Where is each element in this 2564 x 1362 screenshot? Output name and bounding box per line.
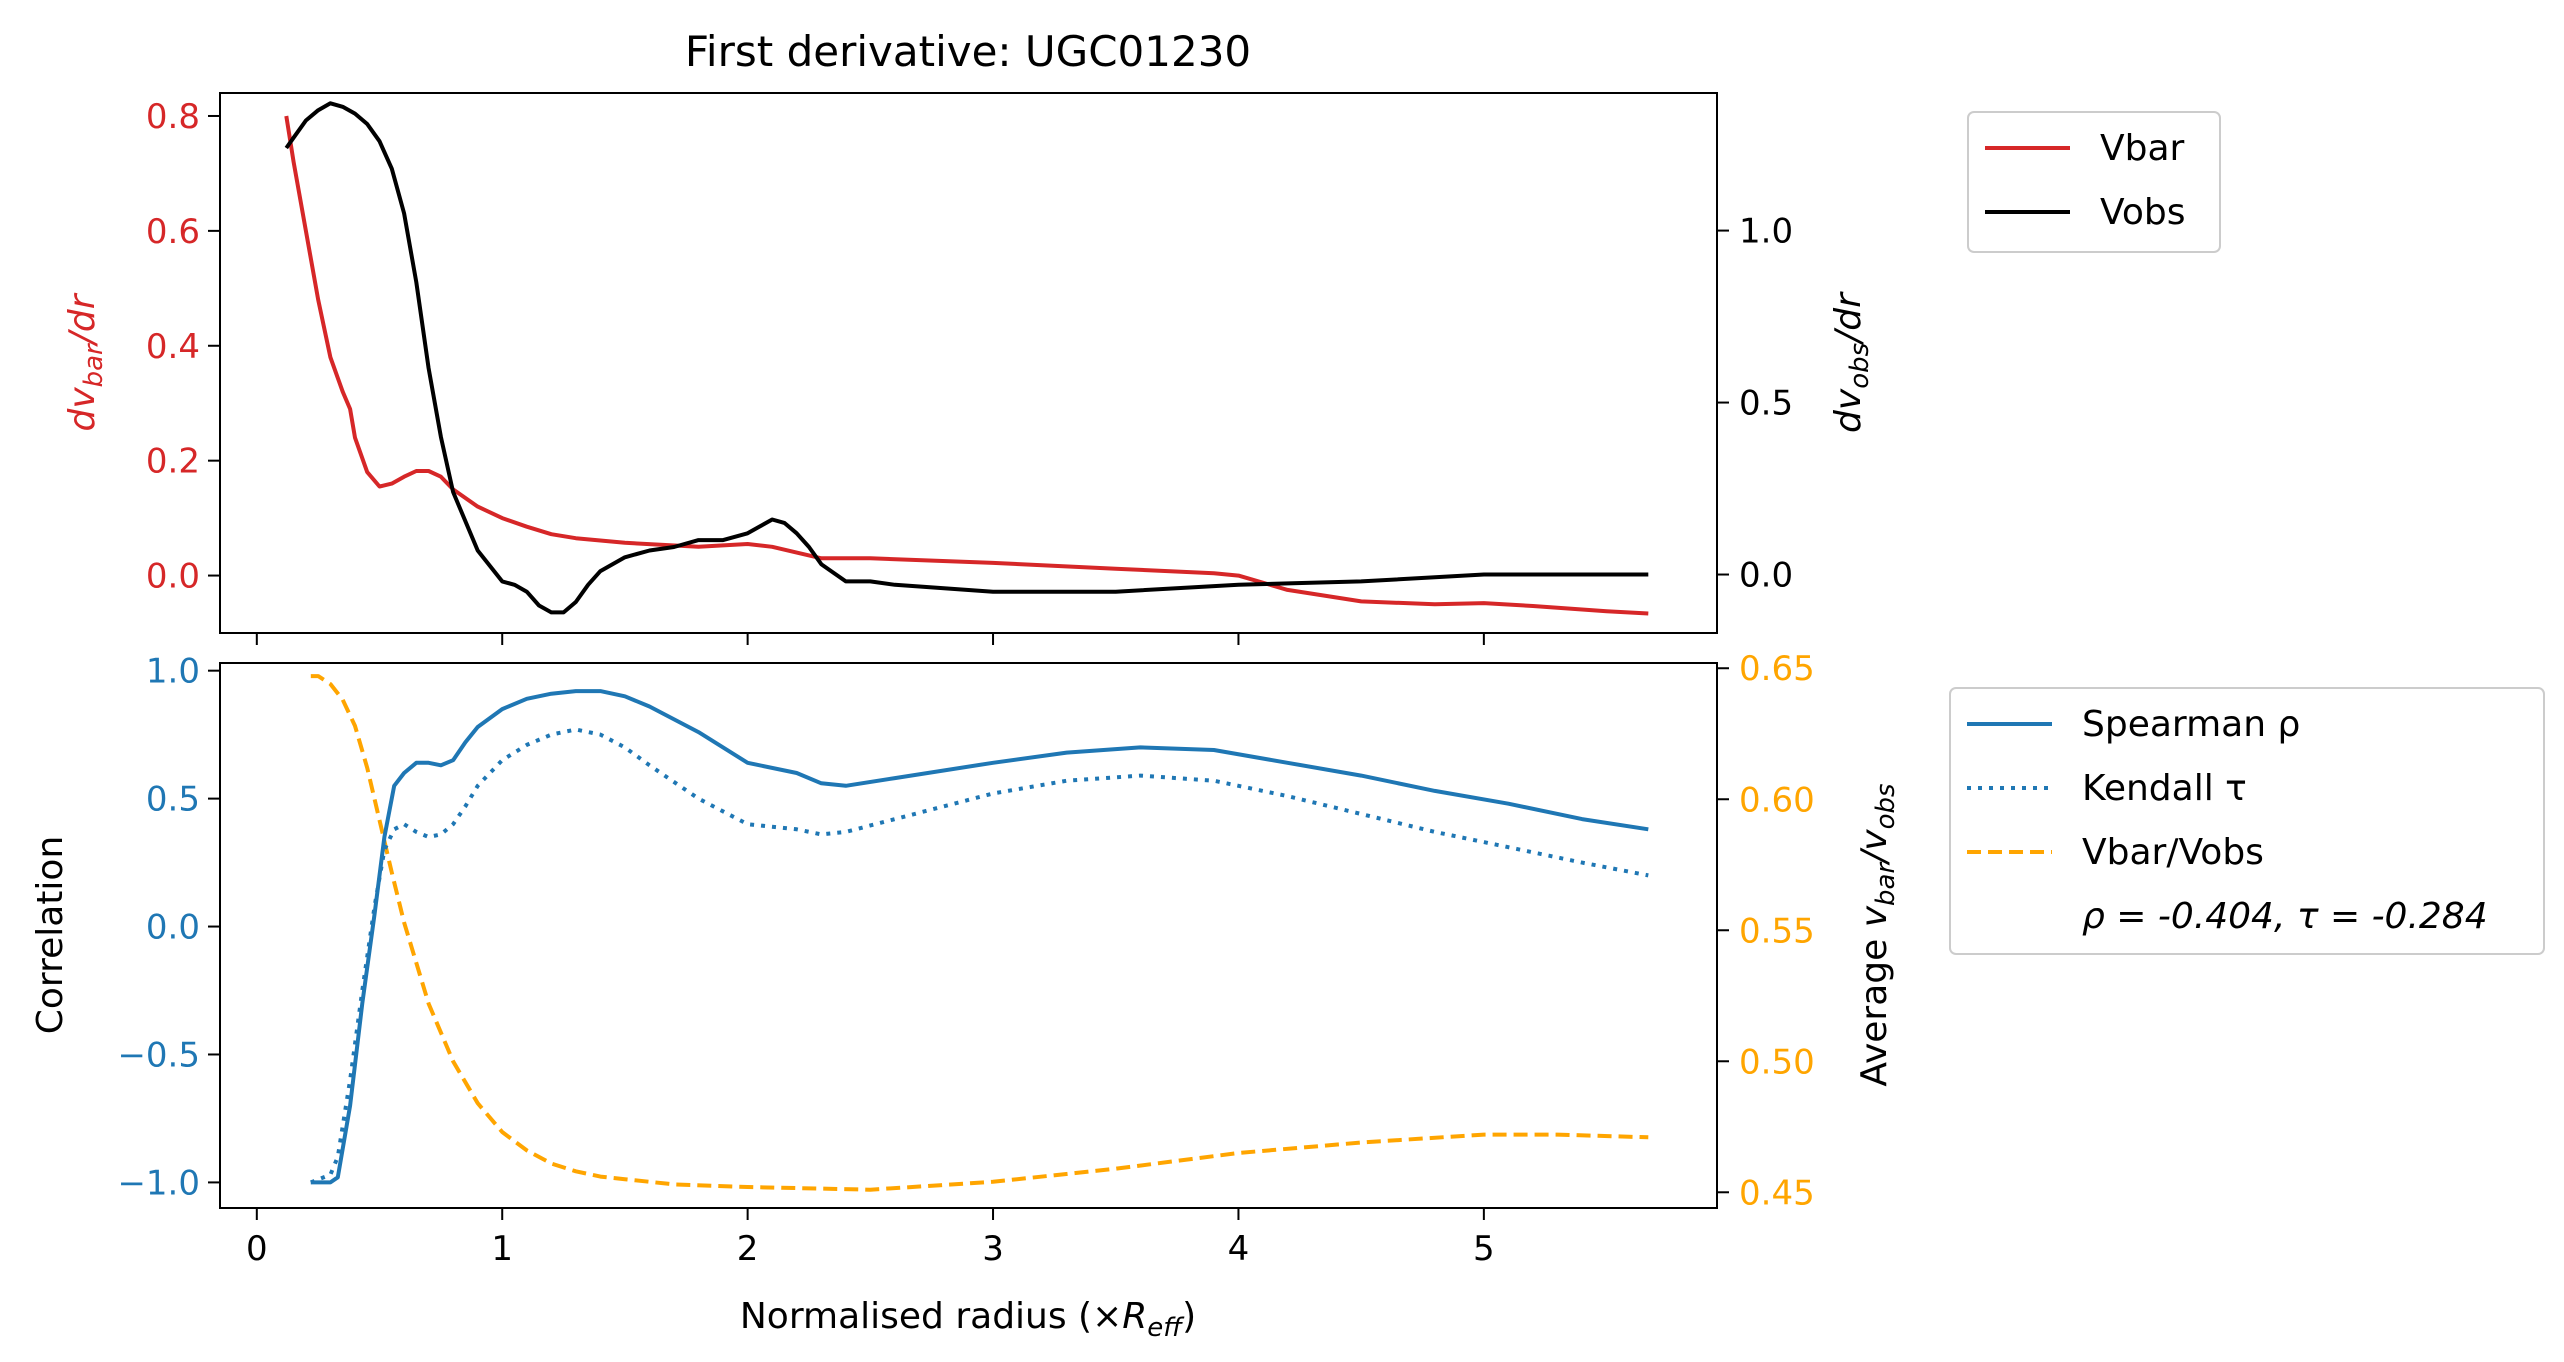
top-series-lines — [284, 101, 1649, 616]
bottom-right-y-tick-label: 0.60 — [1739, 780, 1815, 820]
top-right-y-tick-label: 1.0 — [1739, 212, 1793, 252]
bottom-left-y-tick-label: 0.0 — [146, 908, 200, 948]
series-line-vbar-vobs — [310, 674, 1649, 1192]
top-panel-title: First derivative: UGC01230 — [685, 27, 1251, 76]
top-right-y-ticks: 0.0 0.5 1.0 — [1717, 212, 1793, 596]
bottom-left-y-tick-label: 0.5 — [146, 780, 200, 820]
bottom-panel: −1.0 −0.5 0.0 0.5 1.0 0.45 0.50 0.55 0.60 0.65 0… — [30, 649, 1901, 1343]
legend-label-kendall: Kendall τ — [2082, 768, 2247, 809]
top-x-ticks — [255, 633, 1485, 645]
top-left-y-tick-label: 0.2 — [146, 442, 200, 482]
bottom-right-y-axis-label: Average vbar/vobs — [1854, 783, 1901, 1086]
top-left-y-ticks: 0.0 0.2 0.4 0.6 0.8 — [146, 97, 220, 597]
bottom-x-tick-label: 3 — [982, 1229, 1004, 1269]
bottom-x-tick-label: 4 — [1228, 1229, 1250, 1269]
bottom-left-y-tick-label: −0.5 — [117, 1035, 200, 1075]
bottom-left-y-axis-label: Correlation — [30, 836, 71, 1035]
bottom-x-tick-label: 0 — [246, 1229, 268, 1269]
series-line-vobs — [284, 101, 1649, 615]
legend-label-ratio: Vbar/Vobs — [2082, 832, 2264, 873]
bottom-x-ticks: 0 1 2 3 4 5 — [246, 1208, 1495, 1269]
bottom-right-y-tick-label: 0.65 — [1739, 649, 1815, 689]
bottom-x-tick-label: 2 — [737, 1229, 759, 1269]
bottom-right-y-tick-label: 0.45 — [1739, 1173, 1815, 1213]
top-left-y-tick-label: 0.8 — [146, 97, 200, 137]
bottom-plot-frame — [219, 662, 1718, 1209]
bottom-left-y-ticks: −1.0 −0.5 0.0 0.5 1.0 — [117, 652, 220, 1203]
bottom-right-y-tick-label: 0.50 — [1739, 1042, 1815, 1082]
series-line-kendall — [310, 727, 1649, 1185]
legend-label-vbar: Vbar — [2100, 128, 2185, 169]
bottom-legend: Spearman ρ Kendall τ Vbar/Vobs ρ = -0.40… — [1949, 687, 2545, 955]
series-line-spearman — [310, 689, 1649, 1185]
top-panel: First derivative: UGC01230 0.00.20.40.60… — [62, 27, 1875, 645]
legend-label-spearman: Spearman ρ — [2082, 704, 2300, 745]
top-right-y-axis-label: dvobs/dr — [1828, 291, 1875, 433]
top-right-y-tick-label: 0.0 — [1739, 556, 1793, 596]
bottom-right-y-tick-label: 0.55 — [1739, 911, 1815, 951]
bottom-legend-box — [1949, 687, 2545, 955]
bottom-x-tick-label: 1 — [491, 1229, 513, 1269]
series-line-vbar — [284, 115, 1649, 616]
bottom-x-axis-label: Normalised radius (×Reff) — [740, 1296, 1196, 1343]
legend-stats-text: ρ = -0.404, τ = -0.284 — [2082, 896, 2488, 937]
bottom-series-lines — [310, 674, 1649, 1192]
top-left-y-axis-label: dvbar/dr — [62, 292, 109, 431]
top-right-y-tick-label: 0.5 — [1739, 384, 1793, 424]
top-left-y-tick-label: 0.0 — [146, 557, 200, 597]
top-left-y-tick-label: 0.6 — [146, 212, 200, 252]
bottom-left-y-tick-label: −1.0 — [117, 1163, 200, 1203]
bottom-left-y-tick-label: 1.0 — [146, 652, 200, 692]
legend-label-vobs: Vobs — [2100, 192, 2185, 233]
top-left-y-tick-label: 0.4 — [146, 327, 200, 367]
top-legend: Vbar Vobs — [1967, 111, 2221, 253]
top-plot-frame — [219, 92, 1718, 634]
bottom-right-y-ticks: 0.45 0.50 0.55 0.60 0.65 — [1717, 649, 1815, 1213]
bottom-x-tick-label: 5 — [1473, 1229, 1495, 1269]
